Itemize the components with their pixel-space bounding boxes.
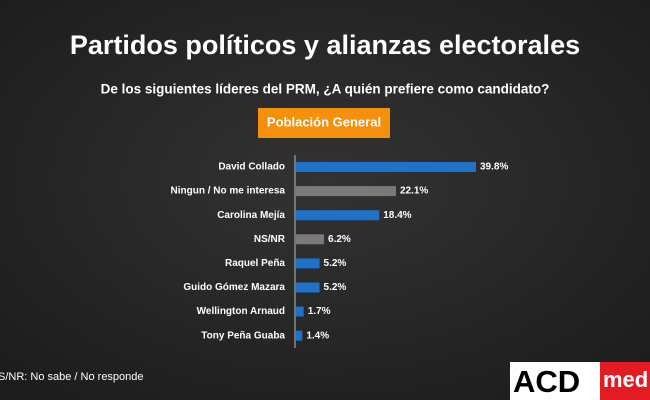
bar — [296, 306, 304, 317]
category-label: David Collado — [218, 162, 285, 173]
value-label: 1.7% — [308, 306, 331, 317]
bar — [296, 210, 380, 221]
category-label: Guido Gómez Mazara — [183, 282, 285, 293]
logo-text: ACD — [513, 364, 580, 399]
footnote: S/NR: No sabe / No responde — [0, 371, 144, 383]
category-label: Raquel Peña — [225, 258, 285, 269]
value-label: 5.2% — [324, 282, 347, 293]
chart-subtitle: De los siguientes líderes del PRM, ¿A qu… — [101, 82, 550, 97]
value-label: 39.8% — [480, 162, 508, 173]
bar — [296, 234, 325, 245]
bar — [296, 162, 476, 172]
bar — [296, 282, 320, 293]
category-label: Wellington Arnaud — [197, 306, 285, 317]
badge: Población General — [267, 114, 381, 129]
value-label: 22.1% — [400, 186, 428, 197]
category-label: Carolina Mejía — [217, 210, 285, 221]
logo-box — [510, 362, 602, 400]
category-label: Tony Peña Guaba — [201, 330, 285, 341]
bar — [296, 186, 396, 197]
bar — [296, 258, 320, 269]
bar — [296, 330, 303, 341]
value-label: 5.2% — [324, 258, 347, 269]
category-label: Ningun / No me interesa — [171, 186, 286, 197]
badge-box — [258, 108, 390, 138]
value-label: 1.4% — [306, 330, 329, 341]
chart-title: Partidos políticos y alianzas electorale… — [70, 30, 580, 60]
category-label: NS/NR — [254, 234, 286, 245]
logo-text: med — [603, 367, 648, 392]
logo-box-red — [600, 362, 650, 400]
value-label: 6.2% — [328, 234, 351, 245]
value-label: 18.4% — [383, 210, 411, 221]
